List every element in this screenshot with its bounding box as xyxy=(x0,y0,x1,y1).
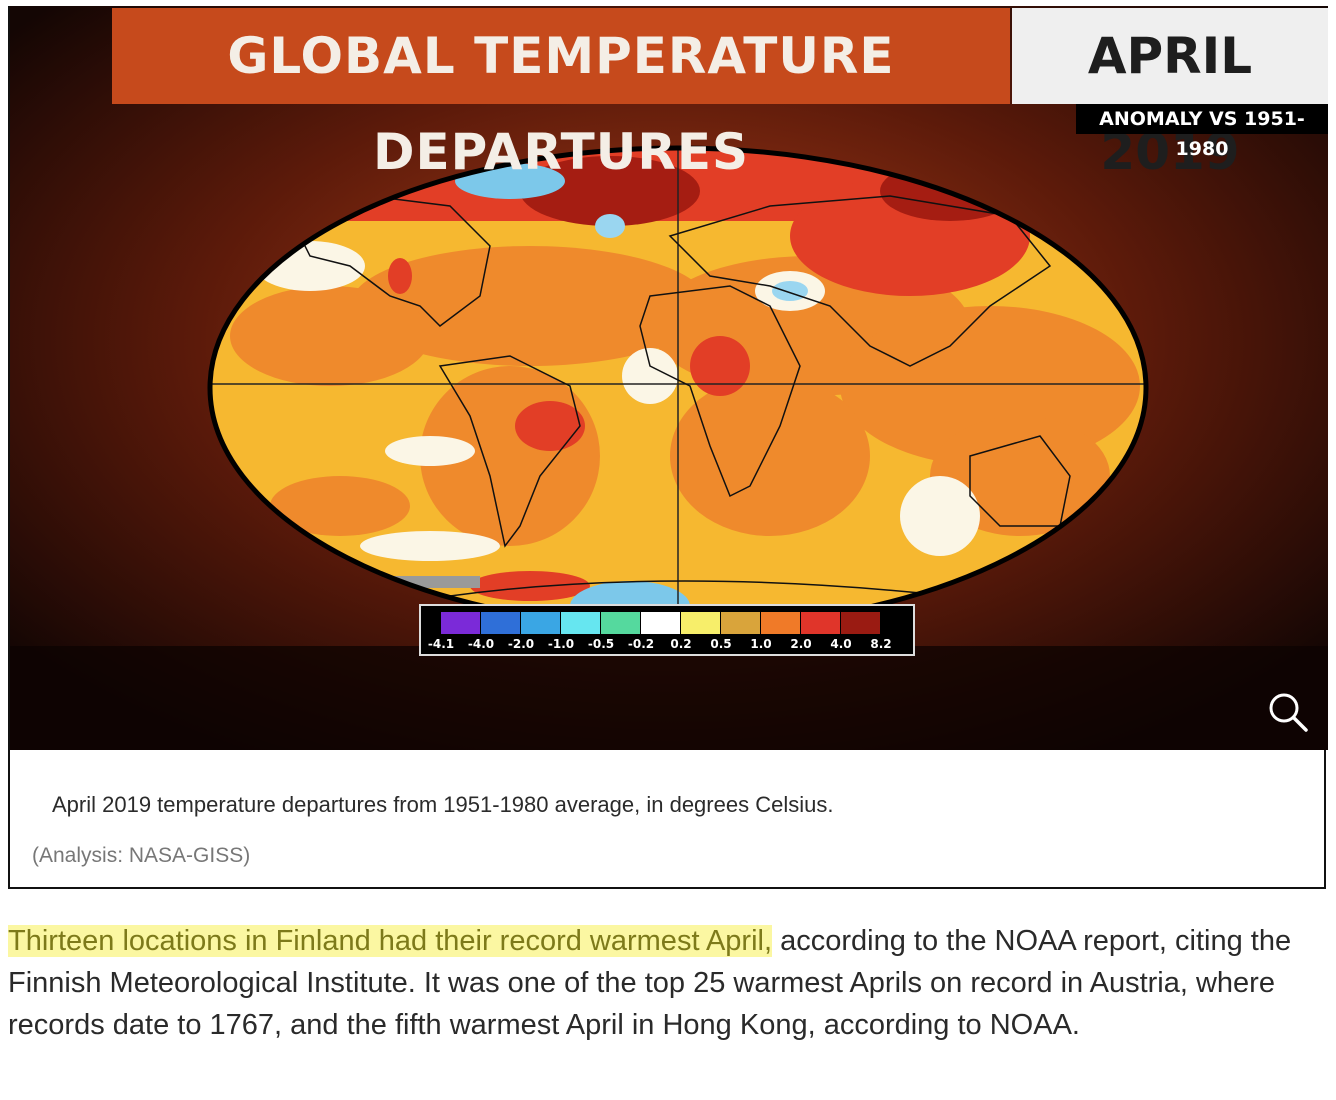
legend-swatch xyxy=(681,612,721,634)
legend-swatch xyxy=(841,612,881,634)
legend-swatch xyxy=(721,612,761,634)
legend-tick-label: 0.2 xyxy=(670,637,692,651)
legend-tick-label: -4.1 xyxy=(427,637,455,651)
legend-swatches xyxy=(441,612,881,634)
legend-tick-label: -4.0 xyxy=(467,637,495,651)
figure-credit: (Analysis: NASA-GISS) xyxy=(32,844,251,867)
legend-swatch xyxy=(441,612,481,634)
legend-swatch xyxy=(641,612,681,634)
figure-caption: April 2019 temperature departures from 1… xyxy=(52,792,834,817)
figure-subtitle: ANOMALY VS 1951-1980 xyxy=(1076,104,1328,160)
legend-swatch xyxy=(761,612,801,634)
figure: GLOBAL TEMPERATURE DEPARTURES APRIL 2019… xyxy=(8,6,1328,889)
article-paragraph: Thirteen locations in Finland had their … xyxy=(8,920,1326,1046)
highlighted-text[interactable]: Thirteen locations in Finland had their … xyxy=(8,925,773,957)
legend-tick-label: -0.2 xyxy=(627,637,655,651)
legend-swatch xyxy=(801,612,841,634)
legend-swatch xyxy=(481,612,521,634)
legend-tick-label: 0.5 xyxy=(710,637,732,651)
legend-tick-label: -2.0 xyxy=(507,637,535,651)
legend-swatch xyxy=(521,612,561,634)
legend-tick-label: -1.0 xyxy=(547,637,575,651)
temperature-map-image[interactable]: GLOBAL TEMPERATURE DEPARTURES APRIL 2019… xyxy=(10,6,1328,750)
legend-tick-label: -0.5 xyxy=(587,637,615,651)
magnifier-icon xyxy=(1269,693,1308,732)
color-legend: -4.1 -4.0 -2.0 -1.0 -0.5 -0.2 0.2 0.5 1.0 2.0 4.0 8… xyxy=(419,604,915,656)
legend-tick-label: 4.0 xyxy=(830,637,852,651)
figure-date: APRIL 2019 xyxy=(1012,8,1328,181)
legend-swatch xyxy=(601,612,641,634)
legend-tick-label: 2.0 xyxy=(790,637,812,651)
legend-swatch xyxy=(561,612,601,634)
legend-tick-label: 1.0 xyxy=(750,637,772,651)
legend-tick-label: 8.2 xyxy=(870,637,892,651)
zoom-button[interactable] xyxy=(1266,690,1310,734)
figure-title: GLOBAL TEMPERATURE DEPARTURES xyxy=(112,8,1010,181)
paragraph-text: according to the NOAA report, citing the… xyxy=(8,925,1292,1041)
